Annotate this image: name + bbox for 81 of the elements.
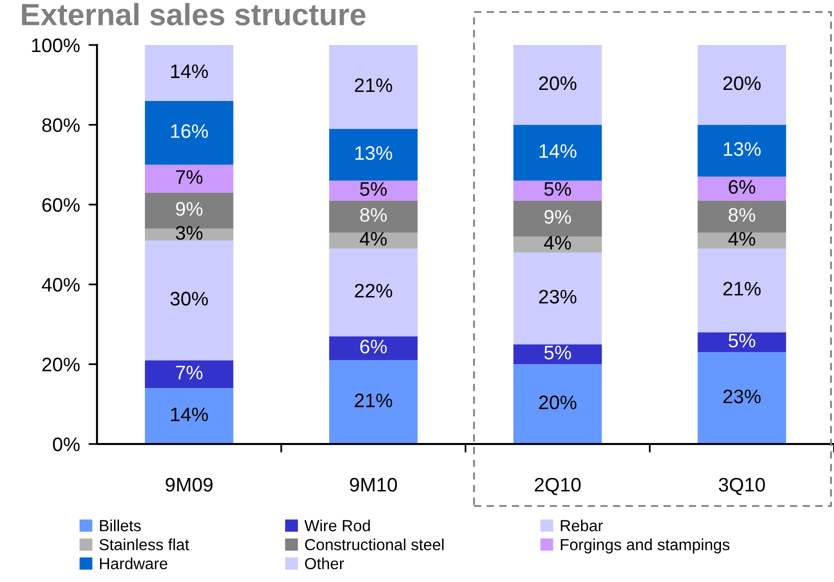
bar: [329, 336, 418, 360]
data-label: 6%: [360, 340, 387, 354]
bar: [144, 388, 234, 444]
legend-label: Rebar: [560, 520, 603, 532]
legend-label: Billets: [100, 520, 141, 532]
data-label: 8%: [360, 208, 387, 222]
bar: [698, 45, 786, 125]
bar: [513, 180, 602, 201]
bar: [513, 236, 602, 252]
bar: [698, 200, 786, 233]
bar: [329, 232, 418, 248]
bar: [144, 360, 234, 388]
legend-label: Forgings and stampings: [560, 538, 730, 554]
bar: [698, 124, 786, 177]
data-label: 21%: [354, 78, 392, 92]
data-label: 14%: [171, 64, 208, 78]
data-label: 4%: [544, 236, 571, 250]
data-label: 13%: [355, 146, 392, 160]
data-label: 21%: [723, 282, 761, 296]
bar: [513, 45, 602, 125]
legend-label: Hardware: [100, 558, 168, 570]
data-label: 7%: [176, 366, 202, 380]
bar: [698, 352, 786, 444]
bar: [698, 176, 786, 201]
bar: [513, 252, 602, 344]
bar: [329, 180, 418, 201]
data-label: 20%: [723, 76, 761, 90]
data-label: 8%: [728, 208, 756, 222]
data-label: 5%: [544, 346, 571, 360]
legend-label: Stainless flat: [99, 538, 190, 550]
data-label: 4%: [728, 232, 756, 246]
y-tick-label: 80%: [42, 118, 80, 132]
bar: [513, 364, 602, 444]
bar: [144, 240, 234, 360]
y-tick-label: 100%: [32, 38, 80, 52]
bar: [329, 45, 418, 129]
bar: [329, 128, 418, 181]
data-label: 5%: [544, 182, 571, 196]
y-tick-label: 60%: [42, 198, 80, 212]
x-tick-label: 9M09: [166, 478, 213, 492]
bar: [698, 332, 786, 352]
data-label: 9%: [544, 210, 571, 224]
chart-title: External sales structure: [22, 3, 366, 26]
data-label: 3%: [176, 226, 202, 240]
data-label: 5%: [728, 334, 756, 348]
bar: [144, 45, 234, 101]
bar: [513, 344, 602, 364]
data-label: 4%: [360, 232, 387, 246]
bar: [329, 248, 418, 336]
data-label: 14%: [540, 144, 576, 158]
y-tick-label: 0%: [52, 437, 80, 452]
bar: [513, 124, 602, 181]
data-label: 13%: [724, 142, 761, 156]
data-label: 23%: [539, 290, 576, 304]
legend-label: Wire Rod: [304, 520, 370, 532]
legend-label: Constructional steel: [305, 538, 444, 550]
data-label: 30%: [170, 292, 208, 306]
data-label: 20%: [539, 396, 576, 410]
data-label: 9%: [176, 202, 202, 216]
bar: [329, 200, 418, 233]
bar: [144, 100, 234, 165]
bar: [698, 232, 786, 248]
y-tick-label: 40%: [42, 278, 80, 292]
x-tick-label: 3Q10: [718, 478, 765, 496]
bar: [329, 360, 418, 444]
data-label: 6%: [728, 180, 756, 194]
data-label: 23%: [723, 390, 761, 404]
legend-label: Other: [305, 558, 344, 570]
x-tick-label: 2Q10: [534, 478, 581, 496]
data-label: 5%: [360, 182, 387, 196]
bar: [144, 164, 234, 193]
bar: [698, 248, 786, 332]
data-label: 20%: [539, 76, 576, 90]
data-label: 22%: [354, 284, 392, 298]
y-tick-label: 20%: [42, 358, 80, 372]
data-label: 16%: [171, 124, 208, 138]
x-tick-label: 9M10: [350, 478, 397, 492]
data-label: 21%: [354, 394, 392, 408]
data-label: 14%: [171, 408, 208, 422]
bar: [513, 200, 602, 237]
data-label: 7%: [176, 170, 202, 184]
